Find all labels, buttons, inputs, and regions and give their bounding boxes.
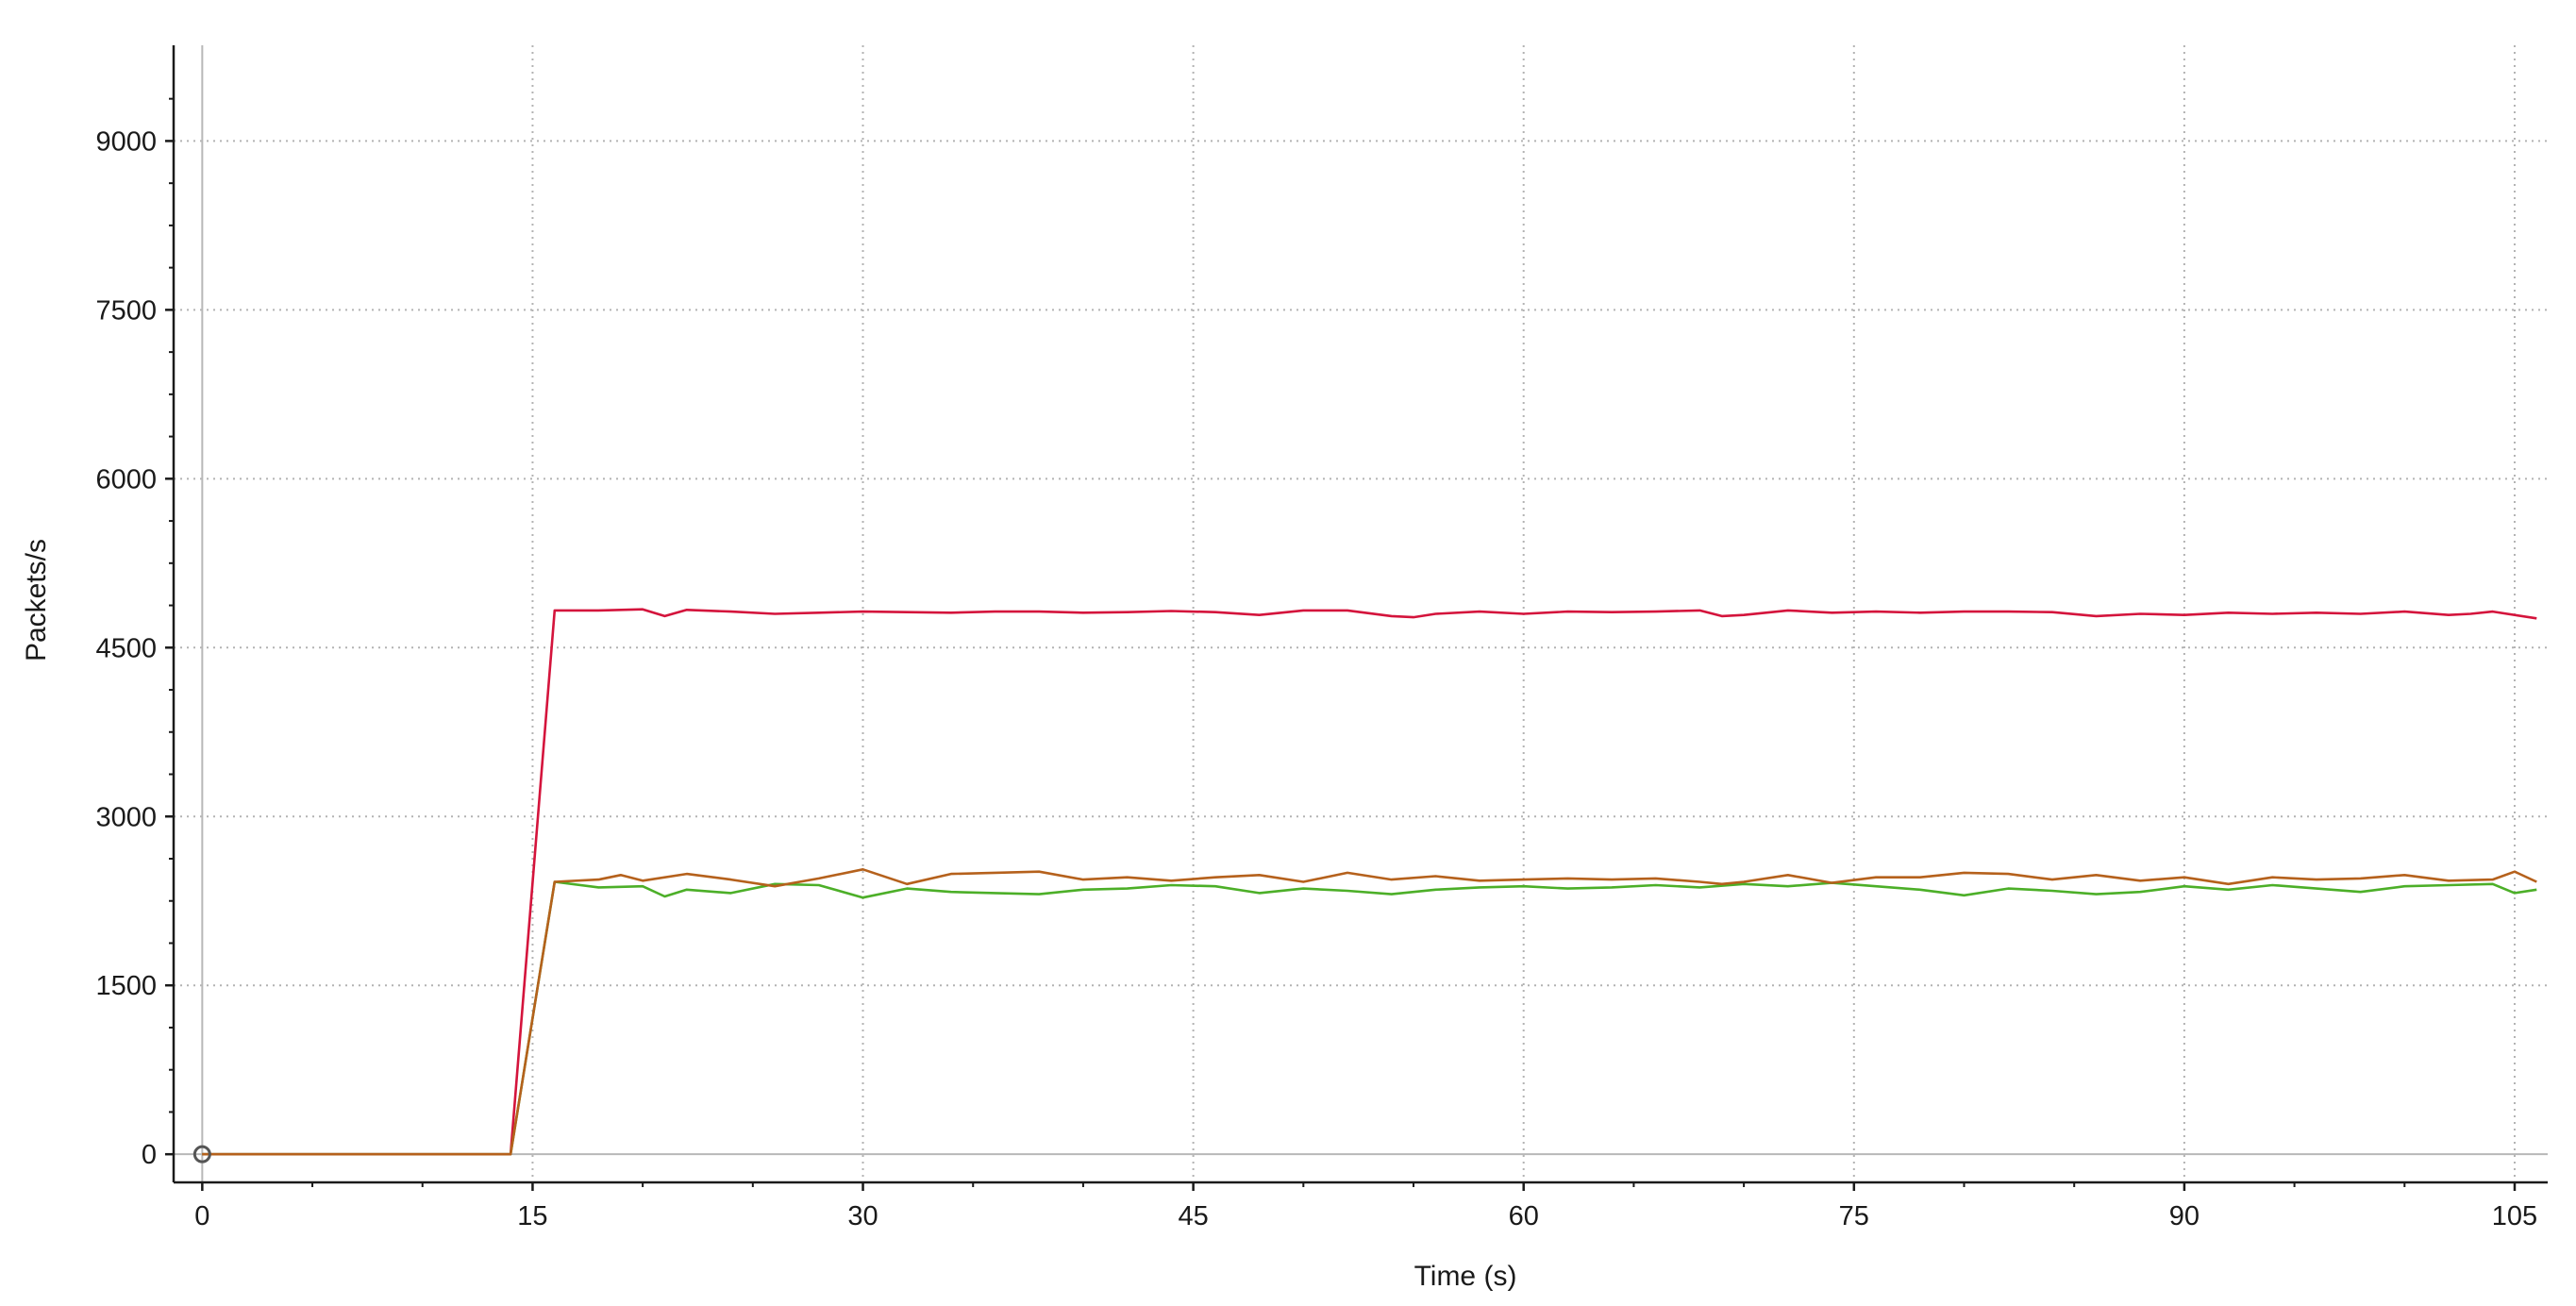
y-tick-label: 1500 <box>95 971 157 1001</box>
x-tick-label: 0 <box>194 1201 209 1231</box>
x-tick-label: 75 <box>1839 1201 1869 1231</box>
x-tick-label: 90 <box>2169 1201 2200 1231</box>
y-tick-label: 4500 <box>95 633 157 663</box>
x-tick-label: 30 <box>847 1201 878 1231</box>
y-tick-label: 7500 <box>95 295 157 326</box>
y-axis-title: Packets/s <box>21 539 52 661</box>
y-tick-label: 9000 <box>95 126 157 157</box>
y-tick-label: 6000 <box>95 464 157 494</box>
y-tick-label: 0 <box>142 1140 157 1170</box>
origin-marker[interactable] <box>192 1145 211 1164</box>
series-line-1 <box>202 608 2537 1156</box>
x-tick-label: 15 <box>517 1201 547 1231</box>
series <box>202 608 2537 1156</box>
x-tick-label: 45 <box>1178 1201 1208 1231</box>
x-tick-label: 60 <box>1509 1201 1539 1231</box>
x-tick-label: 105 <box>2492 1201 2537 1231</box>
tick-labels: 0 1500 3000 4500 6000 7500 9000 0 15 30 45 60 75 90 10… <box>95 126 2537 1231</box>
y-tick-label: 3000 <box>95 802 157 832</box>
axes <box>165 45 2548 1191</box>
x-axis-title: Time (s) <box>1414 1261 1517 1292</box>
series-line-3 <box>202 867 2537 1156</box>
